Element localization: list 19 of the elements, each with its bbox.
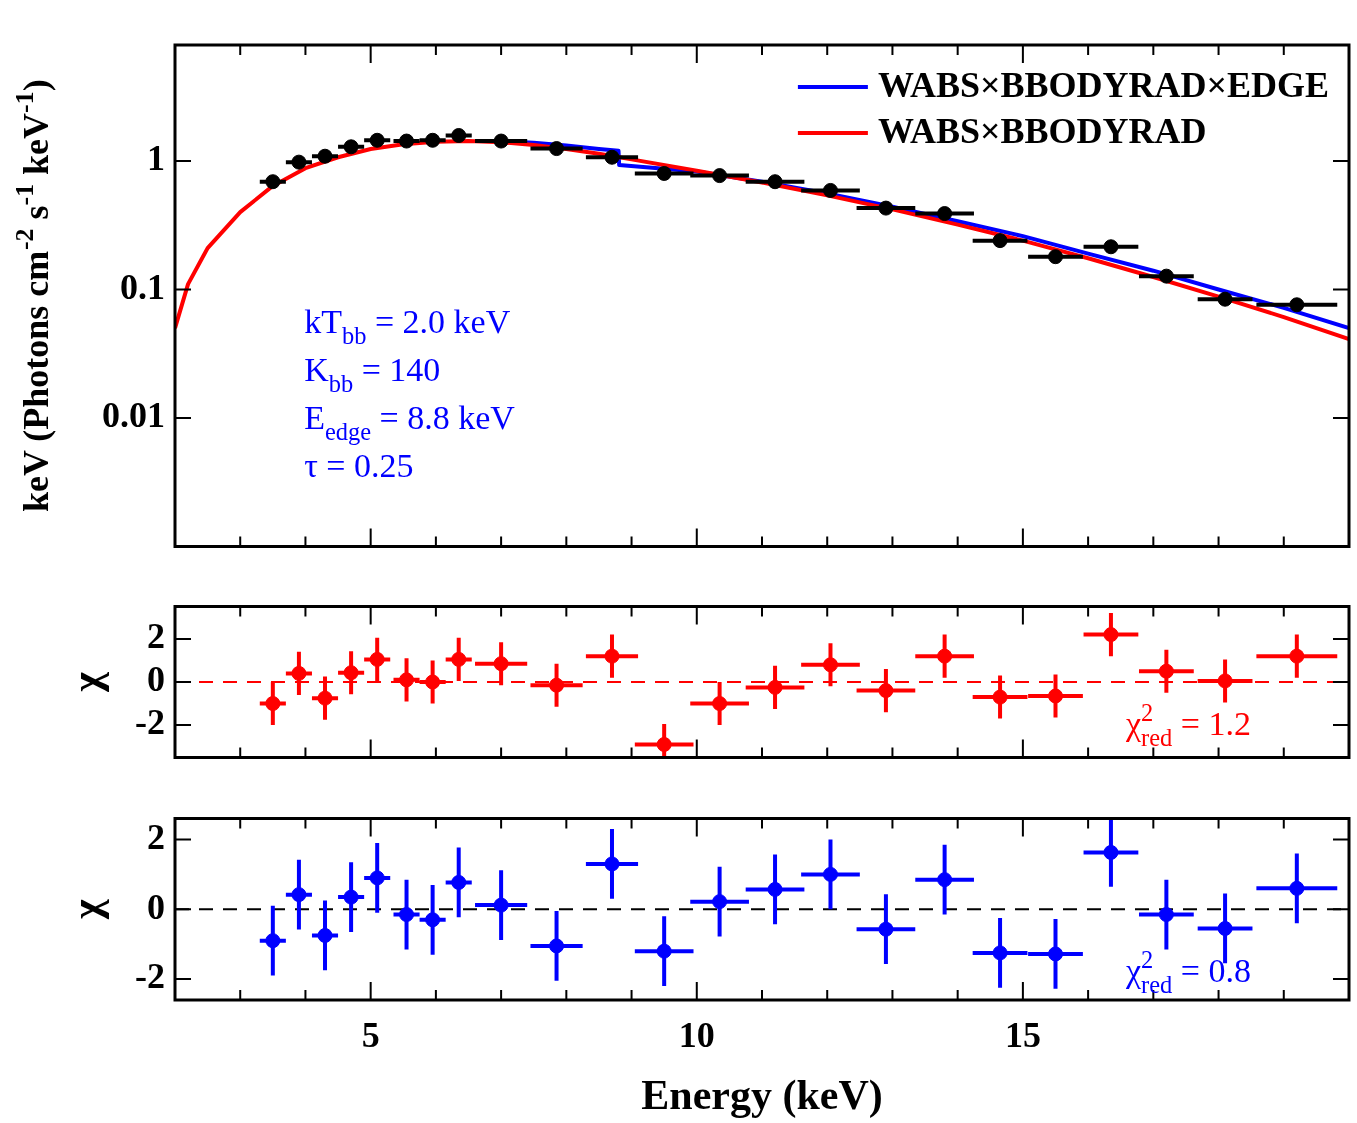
y-tick-label: 0 <box>147 659 165 700</box>
annotation: τ = 0.25 <box>304 447 414 485</box>
x-axis-title: Energy (keV) <box>641 1072 883 1119</box>
x-tick-label: 10 <box>678 1014 715 1055</box>
y-axis-title: χ <box>63 899 109 920</box>
y-tick-label: 0.1 <box>120 266 165 307</box>
y-tick-label: 2 <box>147 816 165 857</box>
y-tick-label: 0.01 <box>102 395 165 436</box>
y-tick-label: 0 <box>147 886 165 927</box>
legend-label: WABS×BBODYRAD <box>877 111 1207 151</box>
legend-label: WABS×BBODYRAD×EDGE <box>877 65 1329 105</box>
y-tick-label: -2 <box>135 702 165 743</box>
y-axis-title: keV (Photons cm-2 s-1 keV-1) <box>9 79 56 513</box>
x-tick-label: 15 <box>1004 1014 1041 1055</box>
x-tick-label: 5 <box>361 1014 380 1055</box>
y-tick-label: 2 <box>147 616 165 657</box>
y-tick-label: 1 <box>147 138 165 179</box>
y-tick-label: -2 <box>135 956 165 997</box>
y-axis-title: χ <box>63 671 109 693</box>
